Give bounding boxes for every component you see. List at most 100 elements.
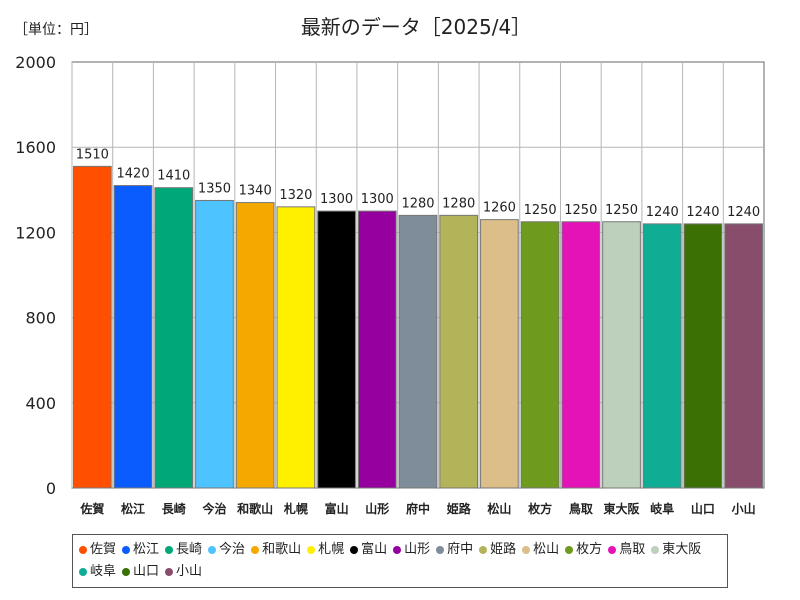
legend-item: 松江 <box>122 539 159 561</box>
bar-value-label: 1510 <box>76 147 109 162</box>
legend-item: 佐賀 <box>79 539 116 561</box>
bar-value-label: 1300 <box>320 192 353 207</box>
bar <box>113 185 153 489</box>
bar-value-label: 1280 <box>442 196 475 211</box>
bar-value-label: 1280 <box>401 196 434 211</box>
legend-item: 松山 <box>522 539 559 561</box>
legend-marker <box>608 546 617 554</box>
bar-value-label: 1410 <box>157 169 190 184</box>
y-tick-label: 1600 <box>15 138 56 157</box>
legend-marker <box>307 546 316 554</box>
bar-value-label: 1250 <box>524 203 557 218</box>
bar-value-label: 1350 <box>198 181 231 196</box>
legend-marker <box>651 546 660 554</box>
legend-item: 長崎 <box>165 539 202 561</box>
legend-label: 松山 <box>533 542 560 557</box>
bar <box>154 187 194 489</box>
bar <box>357 210 397 489</box>
x-tick-label: 鳥取 <box>569 501 593 516</box>
legend-marker <box>165 568 174 576</box>
bar <box>439 214 479 489</box>
bar-value-label: 1240 <box>646 205 679 220</box>
unit-label: ［単位：円］ <box>14 22 98 38</box>
legend-item: 札幌 <box>307 539 344 561</box>
legend-item: 山形 <box>393 539 430 561</box>
x-tick-label: 長崎 <box>162 501 186 516</box>
legend-label: 富山 <box>361 542 388 557</box>
legend-marker <box>79 546 87 554</box>
legend-marker <box>393 546 402 554</box>
x-tick-label: 枚方 <box>528 501 552 516</box>
bar <box>602 221 641 489</box>
bar <box>235 202 275 489</box>
y-tick-label: 1200 <box>15 223 56 242</box>
bar-value-label: 1250 <box>564 203 597 218</box>
legend-marker <box>522 546 531 554</box>
legend-label: 府中 <box>447 542 474 557</box>
x-tick-label: 山口 <box>691 501 715 516</box>
x-tick-label: 松江 <box>121 501 145 516</box>
legend-label: 小山 <box>176 564 203 579</box>
legend-marker <box>122 568 131 576</box>
legend-marker <box>251 546 260 554</box>
legend-item: 枚方 <box>565 539 602 561</box>
x-tick-label: 松山 <box>487 501 511 516</box>
legend: 佐賀 松江 長崎 今治 和歌山 札幌 富山 山形 府中 姫路 松山 枚方 鳥取 東大阪 岐阜 山口 小山 <box>72 534 728 588</box>
bar-value-label: 1250 <box>605 203 638 218</box>
legend-item: 山口 <box>122 561 159 583</box>
legend-marker <box>436 546 445 554</box>
y-tick-label: 800 <box>25 309 56 328</box>
x-tick-label: 今治 <box>201 501 226 516</box>
legend-label: 岐阜 <box>90 564 117 579</box>
legend-marker <box>122 546 131 554</box>
bar <box>317 210 356 489</box>
legend-marker <box>79 568 87 576</box>
legend-marker <box>479 546 488 554</box>
x-tick-label: 和歌山 <box>236 501 273 516</box>
x-tick-label: 東大阪 <box>604 501 641 516</box>
legend-item: 府中 <box>436 539 473 561</box>
legend-label: 佐賀 <box>90 542 117 557</box>
legend-item: 和歌山 <box>251 539 301 561</box>
bar <box>561 221 601 489</box>
x-tick-label: 佐賀 <box>79 501 104 516</box>
bar <box>683 223 723 489</box>
bar <box>276 206 316 489</box>
legend-label: 和歌山 <box>262 542 302 557</box>
x-tick-label: 岐阜 <box>650 501 674 516</box>
legend-label: 今治 <box>219 542 246 557</box>
legend-label: 枚方 <box>576 542 603 557</box>
legend-marker <box>350 546 359 554</box>
bar <box>73 165 112 489</box>
x-tick-label: 小山 <box>732 501 756 516</box>
legend-marker <box>208 546 217 554</box>
x-tick-label: 府中 <box>406 501 430 516</box>
y-tick-label: 400 <box>25 394 56 413</box>
bar <box>642 223 682 489</box>
legend-label: 札幌 <box>318 542 345 557</box>
y-tick-label: 2000 <box>15 53 56 72</box>
bar <box>398 214 438 489</box>
legend-label: 松江 <box>133 542 160 557</box>
chart-title: 最新のデータ［2025/4］ <box>301 15 531 39</box>
x-tick-label: 山形 <box>365 501 389 516</box>
legend-label: 鳥取 <box>619 542 646 557</box>
bar-value-label: 1420 <box>117 167 150 182</box>
bar-value-label: 1260 <box>483 201 516 216</box>
bar-value-label: 1340 <box>239 184 272 199</box>
bar <box>520 221 560 489</box>
legend-item: 鳥取 <box>608 539 645 561</box>
legend-item: 今治 <box>208 539 245 561</box>
legend-label: 山形 <box>404 542 431 557</box>
bar <box>480 219 519 489</box>
legend-item: 岐阜 <box>79 561 116 583</box>
legend-label: 姫路 <box>490 542 517 557</box>
legend-label: 長崎 <box>176 542 203 557</box>
x-tick-label: 札幌 <box>283 501 308 516</box>
bar <box>195 199 234 489</box>
legend-marker <box>565 546 574 554</box>
x-tick-label: 富山 <box>325 501 349 516</box>
y-tick-label: 0 <box>46 479 56 498</box>
x-tick-label: 姫路 <box>447 501 472 516</box>
legend-item: 富山 <box>350 539 387 561</box>
